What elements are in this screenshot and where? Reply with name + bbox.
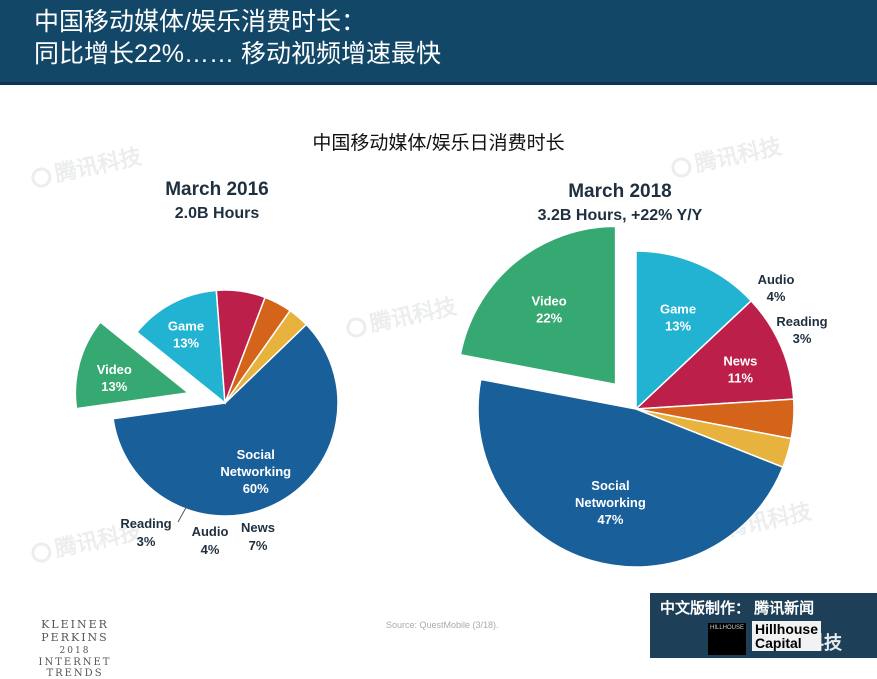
banner-text: 中文版制作： 腾讯新闻 [660, 600, 815, 617]
pie-charts: March 2016 2.0B Hours Social Networking 60… [74, 179, 828, 568]
slice-value-video: 22% [536, 310, 562, 325]
kpcb-brand: KLEINER PERKINS 2018 INTERNET TRENDS [38, 618, 112, 679]
chart-subtitle-hours: 3.2B Hours, +22% Y/Y [538, 207, 703, 224]
slice-label-social: Networking [575, 495, 646, 510]
slice-label-news: News [241, 520, 275, 535]
slice-label-social: Social [237, 447, 275, 462]
pie-slice-social [112, 323, 339, 517]
slice-value-news: 11% [728, 370, 754, 385]
source-note: Source: QuestMobile (3/18). [386, 620, 499, 630]
chart-title: March 2016 [165, 179, 269, 200]
slice-label-reading: Reading [120, 516, 171, 531]
slice-value-news: 7% [249, 538, 268, 553]
credit-banner: 中文版制作： 腾讯新闻 HILLHOUSE 腾讯科技 Hillhouse Cap… [650, 593, 877, 658]
slice-value-video: 13% [101, 379, 127, 394]
page-title: 中国移动媒体/娱乐消费时长： 同比增长22%…… 移动视频增速最快 [34, 6, 441, 70]
slice-value-game: 13% [173, 336, 199, 351]
slice-label-social: Social [591, 478, 629, 493]
pie-slice-video [459, 225, 617, 386]
chart-subtitle: 中国移动媒体/娱乐日消费时长 [312, 133, 565, 154]
slice-value-reading: 3% [793, 331, 812, 346]
pie-slice-game [135, 289, 226, 405]
pie-slice-reading [224, 309, 308, 404]
slice-value-social: 60% [243, 481, 269, 496]
slice-label-social: Networking [220, 464, 291, 479]
slice-label-game: Game [660, 301, 696, 316]
hillhouse-name: Hillhouse Capital [752, 621, 822, 651]
pie-chart-2018: March 2018 3.2B Hours, +22% Y/Y Game 13% N… [459, 181, 828, 568]
slice-label-reading: Reading [776, 314, 827, 329]
pie-chart-2016: March 2016 2.0B Hours Social Networking 60… [74, 179, 339, 557]
title-line-1: 中国移动媒体/娱乐消费时长： [34, 8, 366, 36]
chart-title: March 2018 [568, 181, 672, 202]
slice-label-game: Game [168, 319, 204, 334]
pie-slice-news [633, 299, 795, 410]
pie-slice-video [74, 321, 191, 410]
slice-value-social: 47% [597, 512, 623, 527]
slice-value-audio: 4% [201, 542, 220, 557]
slice-label-video: Video [532, 293, 567, 308]
pie-slice-game [635, 250, 753, 411]
slice-label-news: News [723, 353, 757, 368]
header-bar: 中国移动媒体/娱乐消费时长： 同比增长22%…… 移动视频增速最快 [0, 0, 877, 85]
hillhouse-logo: HILLHOUSE [708, 623, 746, 655]
slice-label-audio: Audio [192, 524, 229, 539]
leader-line [177, 503, 189, 523]
title-line-2: 同比增长22%…… 移动视频增速最快 [34, 40, 441, 68]
slice-value-game: 13% [665, 318, 691, 333]
slice-value-audio: 4% [767, 289, 786, 304]
slice-label-audio: Audio [758, 272, 795, 287]
pie-slice-social [477, 378, 784, 568]
slice-value-reading: 3% [137, 534, 156, 549]
slice-label-video: Video [97, 362, 132, 377]
chart-subtitle-hours: 2.0B Hours [175, 205, 260, 222]
